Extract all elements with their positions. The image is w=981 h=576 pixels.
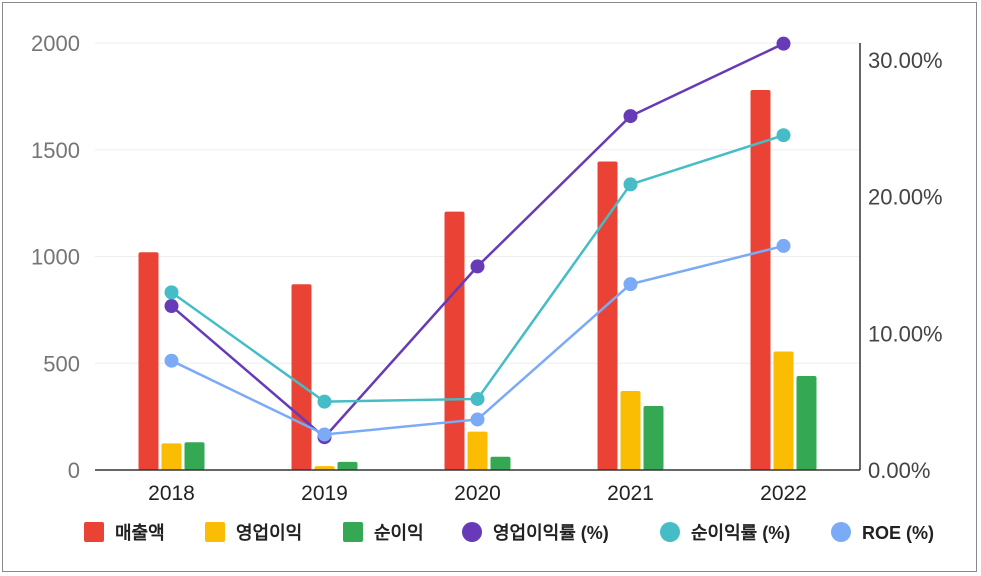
- legend-item[interactable]: 영업이익: [205, 522, 302, 543]
- y-right-tick-label: 20.00%: [868, 185, 943, 210]
- point-ROE (%)-2018[interactable]: [164, 353, 179, 368]
- y-left-tick-label: 1500: [31, 138, 80, 163]
- legend-label: 매출액: [115, 523, 165, 543]
- legend-swatch: [343, 522, 363, 542]
- point-순이익률 (%)-2018[interactable]: [164, 285, 179, 300]
- point-영업이익률 (%)-2020[interactable]: [470, 259, 485, 274]
- bar-매출액-2020[interactable]: [444, 211, 465, 471]
- legend-label: 영업이익률 (%): [493, 523, 609, 543]
- line-영업이익률 (%): [170, 42, 785, 439]
- point-ROE (%)-2021[interactable]: [623, 277, 638, 292]
- legend-swatch: [84, 522, 104, 542]
- y-left-tick-label: 1000: [31, 245, 80, 270]
- line-series-group: [164, 36, 791, 445]
- point-순이익률 (%)-2019[interactable]: [317, 394, 332, 409]
- y-left-tick-label: 0: [68, 458, 80, 483]
- legend-swatch: [462, 522, 482, 542]
- point-순이익률 (%)-2022[interactable]: [776, 128, 791, 143]
- x-tick-label: 2021: [607, 482, 654, 505]
- bar-순이익-2020[interactable]: [490, 456, 511, 470]
- legend-label: 순이익률 (%): [691, 523, 790, 543]
- axis-ticks: 0 500 1000 1500 2000 0.00% 10.00% 20.00% 30.00% 2…: [31, 31, 943, 505]
- gridlines: [95, 42, 860, 364]
- bar-영업이익-2022[interactable]: [773, 351, 794, 470]
- legend-swatch: [831, 522, 851, 542]
- y-right-tick-label: 10.00%: [868, 321, 943, 346]
- bar-순이익-2019[interactable]: [337, 461, 358, 470]
- bar-series-group: [138, 89, 817, 471]
- bar-영업이익-2019[interactable]: [314, 466, 335, 470]
- point-순이익률 (%)-2020[interactable]: [470, 391, 485, 406]
- legend-swatch: [660, 522, 680, 542]
- x-tick-label: 2022: [760, 482, 807, 505]
- legend-item[interactable]: 매출액: [84, 522, 165, 543]
- legend-label: 영업이익: [236, 523, 302, 543]
- line-ROE (%): [170, 244, 784, 436]
- bar-순이익-2022[interactable]: [796, 376, 817, 470]
- bar-매출액-2022[interactable]: [750, 89, 771, 470]
- y-right-tick-label: 30.00%: [868, 48, 943, 73]
- legend-label: ROE (%): [862, 523, 934, 543]
- point-순이익률 (%)-2021[interactable]: [623, 177, 638, 192]
- point-ROE (%)-2020[interactable]: [470, 412, 485, 427]
- bar-순이익-2018[interactable]: [184, 442, 205, 470]
- point-ROE (%)-2019[interactable]: [317, 427, 332, 442]
- point-ROE (%)-2022[interactable]: [776, 238, 791, 253]
- legend-swatch: [205, 522, 225, 542]
- y-left-tick-label: 2000: [31, 31, 80, 56]
- point-영업이익률 (%)-2018[interactable]: [164, 299, 179, 314]
- y-right-tick-label: 0.00%: [868, 458, 930, 483]
- bar-영업이익-2018[interactable]: [161, 443, 182, 470]
- x-tick-label: 2019: [301, 482, 348, 505]
- legend-item[interactable]: 순이익률 (%): [660, 522, 790, 543]
- legend-item[interactable]: ROE (%): [831, 522, 934, 543]
- x-tick-label: 2018: [148, 482, 195, 505]
- point-영업이익률 (%)-2021[interactable]: [623, 109, 638, 124]
- legend-label: 순이익: [374, 523, 424, 543]
- x-axis: [95, 43, 861, 471]
- bar-영업이익-2020[interactable]: [467, 431, 488, 470]
- point-영업이익률 (%)-2022[interactable]: [776, 36, 791, 51]
- legend: 매출액 영업이익 순이익 영업이익률 (%) 순이익률 (%) ROE (%): [84, 522, 934, 543]
- bar-순이익-2021[interactable]: [643, 405, 664, 470]
- bar-매출액-2021[interactable]: [597, 161, 618, 470]
- legend-item[interactable]: 영업이익률 (%): [462, 522, 609, 543]
- bar-매출액-2018[interactable]: [138, 252, 159, 470]
- bar-매출액-2019[interactable]: [291, 284, 312, 470]
- bar-영업이익-2021[interactable]: [620, 391, 641, 470]
- y-left-tick-label: 500: [43, 351, 80, 376]
- x-tick-label: 2020: [454, 482, 501, 505]
- legend-item[interactable]: 순이익: [343, 522, 424, 543]
